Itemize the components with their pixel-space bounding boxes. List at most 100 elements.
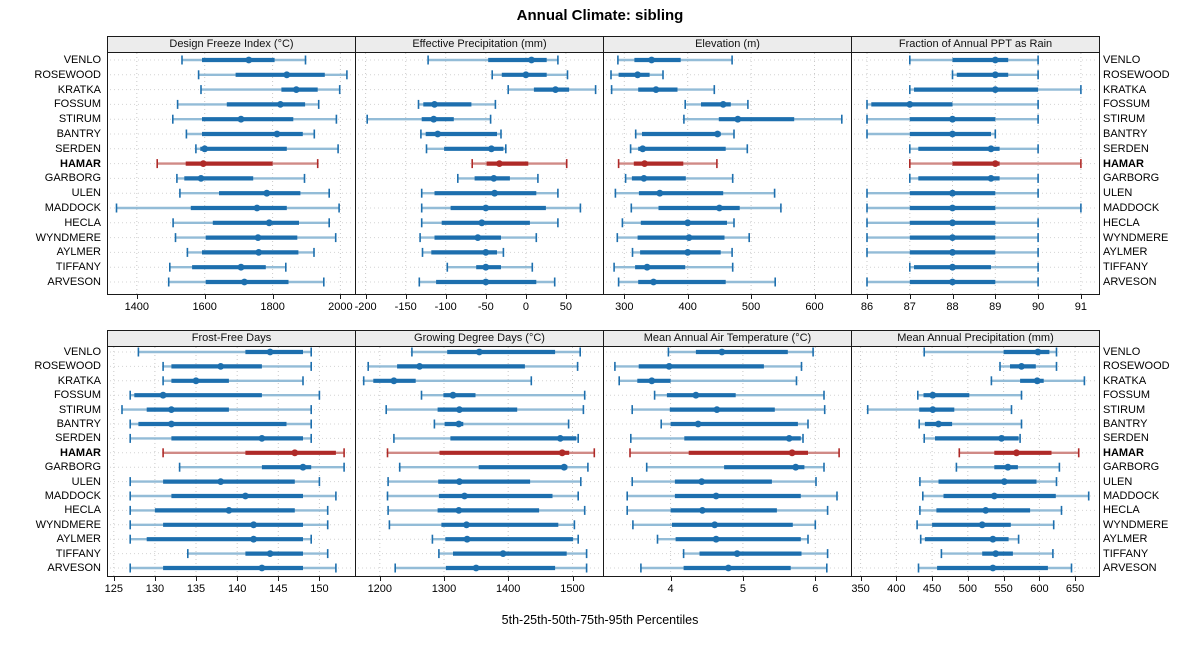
panel-canvas bbox=[854, 347, 1097, 576]
panel-effective-precipitation-mm: Effective Precipitation (mm) bbox=[355, 36, 604, 296]
axis-tick-mark bbox=[365, 295, 367, 299]
percentile-row-kratka bbox=[362, 376, 533, 386]
panel-body bbox=[603, 346, 852, 577]
percentile-row-maddock bbox=[626, 491, 838, 501]
axis-tick-label: -100 bbox=[434, 301, 457, 313]
percentile-row-arveson bbox=[640, 563, 828, 573]
percentile-row-aylmer bbox=[866, 247, 1039, 257]
panel-strip-label: Mean Annual Air Temperature (°C) bbox=[603, 330, 852, 347]
axis-tick-label: 88 bbox=[946, 301, 959, 313]
station-label-venlo: VENLO bbox=[1103, 346, 1141, 358]
percentile-row-fossum bbox=[866, 99, 1039, 109]
percentile-row-aylmer bbox=[656, 534, 809, 544]
axis-tick-mark bbox=[742, 577, 744, 581]
percentile-row-tiffany bbox=[187, 549, 329, 559]
station-label-garborg: GARBORG bbox=[1103, 172, 1160, 185]
percentile-row-hamar bbox=[386, 448, 596, 458]
percentile-row-wyndmere bbox=[129, 520, 329, 530]
station-label-tiffany: TIFFANY bbox=[55, 261, 101, 274]
percentile-row-garborg bbox=[955, 462, 1061, 472]
station-label-hecla: HECLA bbox=[64, 216, 101, 229]
percentile-row-aylmer bbox=[186, 247, 315, 257]
station-label-rosewood: ROSEWOOD bbox=[1103, 360, 1170, 373]
axis-tick-label: 130 bbox=[145, 583, 165, 595]
axis-tick-label: 500 bbox=[741, 301, 761, 313]
axis-tick-label: 91 bbox=[1074, 301, 1088, 313]
station-label-ulen: ULEN bbox=[71, 475, 101, 488]
station-label-hecla: HECLA bbox=[64, 504, 101, 517]
percentile-row-bantry bbox=[918, 419, 1023, 429]
axis-tick-mark bbox=[154, 577, 156, 581]
percentile-row-rosewood bbox=[197, 70, 348, 80]
panel-body bbox=[355, 52, 604, 295]
axis-tick-label: 5 bbox=[739, 583, 746, 595]
station-label-stirum: STIRUM bbox=[1103, 113, 1146, 126]
percentile-row-hamar bbox=[162, 448, 345, 458]
panel-design-freeze-index-c: Design Freeze Index (°C) bbox=[107, 36, 356, 296]
percentile-row-rosewood bbox=[610, 70, 664, 80]
percentile-row-serden bbox=[629, 433, 804, 443]
axis-tick-mark bbox=[237, 577, 239, 581]
percentile-row-ulen bbox=[631, 477, 817, 487]
percentile-row-arveson bbox=[917, 563, 1073, 573]
percentile-row-stirum bbox=[683, 114, 843, 124]
panel-canvas bbox=[606, 53, 849, 294]
percentile-row-kratka bbox=[162, 376, 304, 386]
panel-elevation-m: Elevation (m) bbox=[603, 36, 852, 296]
percentile-row-serden bbox=[195, 144, 339, 154]
panel-mean-annual-air-temperature-c: Mean Annual Air Temperature (°C) bbox=[603, 330, 852, 578]
panel-strip-label: Mean Annual Precipitation (mm) bbox=[851, 330, 1100, 347]
panel-x-axis: 300 400 500 600 bbox=[603, 295, 851, 317]
axis-tick-mark bbox=[405, 295, 407, 299]
percentile-row-hamar bbox=[958, 448, 1080, 458]
panel-x-axis: 1400 1600 1800 2000 bbox=[107, 295, 355, 317]
axis-tick-mark bbox=[814, 295, 816, 299]
percentile-row-rosewood bbox=[999, 361, 1058, 371]
axis-tick-label: 2000 bbox=[328, 301, 353, 313]
axis-tick-label: 350 bbox=[851, 583, 870, 595]
percentile-row-rosewood bbox=[162, 361, 312, 371]
panel-strip-label: Growing Degree Days (°C) bbox=[355, 330, 604, 347]
percentile-row-rosewood bbox=[614, 361, 803, 371]
axis-tick-mark bbox=[1075, 577, 1077, 581]
percentile-row-ulen bbox=[919, 477, 1058, 487]
station-label-hamar: HAMAR bbox=[60, 157, 101, 170]
percentile-row-ulen bbox=[129, 477, 321, 487]
station-label-maddock: MADDOCK bbox=[44, 202, 101, 214]
axis-tick-mark bbox=[995, 295, 997, 299]
percentile-row-ulen bbox=[387, 477, 582, 487]
percentile-row-kratka bbox=[990, 376, 1086, 386]
percentile-row-venlo bbox=[181, 55, 307, 65]
panel-strip-label: Elevation (m) bbox=[603, 36, 852, 53]
station-label-fossum: FOSSUM bbox=[1103, 98, 1151, 111]
percentile-row-garborg bbox=[624, 173, 734, 183]
station-label-aylmer: AYLMER bbox=[56, 246, 101, 259]
station-label-ulen: ULEN bbox=[1103, 187, 1133, 200]
axis-tick-label: 1800 bbox=[260, 301, 285, 313]
percentile-row-tiffany bbox=[446, 262, 534, 272]
station-label-serden: SERDEN bbox=[55, 432, 101, 445]
axis-tick-mark bbox=[525, 295, 527, 299]
station-label-aylmer: AYLMER bbox=[1103, 246, 1148, 259]
axis-tick-label: 1300 bbox=[431, 583, 457, 595]
percentile-row-wyndmere bbox=[388, 520, 576, 530]
station-label-hamar: HAMAR bbox=[1103, 157, 1144, 170]
axis-tick-label: 135 bbox=[186, 583, 206, 595]
chart-caption: 5th-25th-50th-75th-95th Percentiles bbox=[501, 613, 699, 627]
axis-tick-mark bbox=[196, 577, 197, 581]
percentile-row-kratka bbox=[908, 85, 1082, 95]
axis-tick-mark bbox=[113, 577, 115, 581]
percentile-row-wyndmere bbox=[632, 520, 817, 530]
axis-tick-label: 140 bbox=[228, 583, 247, 595]
panel-x-axis: -200 -150 -100 -50 0 50 bbox=[355, 295, 603, 317]
percentile-row-bantry bbox=[129, 419, 312, 429]
station-label-fossum: FOSSUM bbox=[53, 389, 101, 402]
axis-tick-mark bbox=[687, 295, 689, 299]
percentile-row-fossum bbox=[653, 390, 825, 400]
station-label-wyndmere: WYNDMERE bbox=[35, 518, 101, 531]
axis-tick-label: 125 bbox=[104, 583, 123, 595]
axis-tick-mark bbox=[136, 295, 138, 299]
station-label-hamar: HAMAR bbox=[1103, 446, 1144, 459]
axis-tick-mark bbox=[815, 577, 817, 581]
